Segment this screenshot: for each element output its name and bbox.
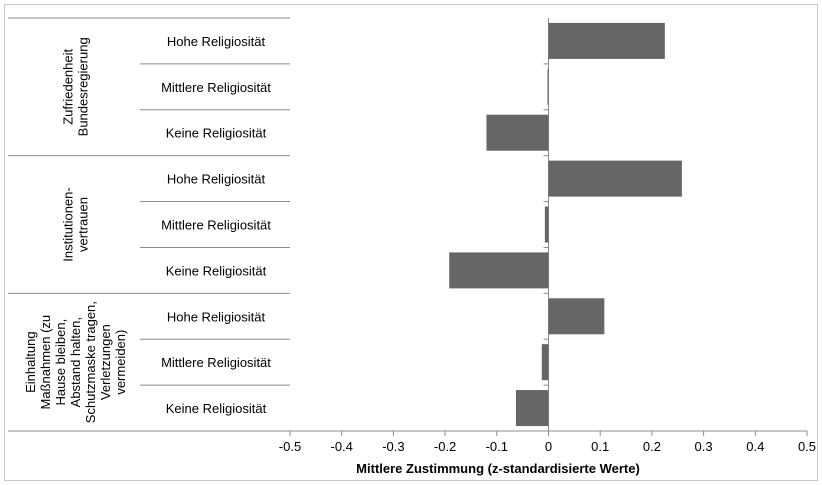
bar <box>544 206 549 243</box>
group-label: ZufriedenheitBundesregierung <box>61 37 91 136</box>
category-label: Hohe Religiosität <box>167 34 266 49</box>
bar <box>541 344 549 381</box>
category-label: Keine Religiosität <box>166 126 267 141</box>
group-label-line: vermeiden) <box>113 330 128 395</box>
bar <box>486 114 549 151</box>
x-tick-label: -0.3 <box>382 439 404 454</box>
group-label-line: Institutionen- <box>61 187 76 261</box>
x-tick-label: 0.1 <box>591 439 609 454</box>
category-label: Keine Religiosität <box>166 263 267 278</box>
group-label: EinhaltungMaßnahmen (zuHause bleiben,Abs… <box>23 301 128 423</box>
bar <box>548 22 665 59</box>
group-label-line: Abstand halten, <box>68 317 83 407</box>
x-axis-label: Mittlere Zustimmung (z-standardisierte W… <box>356 461 640 476</box>
category-label: Mittlere Religiosität <box>161 218 271 233</box>
group-label: Institutionen-vertrauen <box>61 187 91 261</box>
category-label: Keine Religiosität <box>166 401 267 416</box>
category-label: Mittlere Religiosität <box>161 80 271 95</box>
bar <box>515 390 549 427</box>
x-tick-label: 0.4 <box>746 439 764 454</box>
group-label-line: vertrauen <box>76 197 91 252</box>
group-label-line: Schutzmaske tragen, <box>83 301 98 423</box>
group-label-line: Bundesregierung <box>76 37 91 136</box>
bar <box>548 298 605 335</box>
group-label-line: Maßnahmen (zu <box>38 315 53 410</box>
x-tick-label: 0.5 <box>798 439 816 454</box>
group-label-line: Zufriedenheit <box>61 49 76 125</box>
x-tick-label: 0.2 <box>643 439 661 454</box>
category-label: Mittlere Religiosität <box>161 355 271 370</box>
group-label-line: Verletzungen <box>98 324 113 400</box>
x-tick-label: -0.4 <box>330 439 352 454</box>
x-tick-label: 0.3 <box>695 439 713 454</box>
x-tick-label: -0.5 <box>279 439 301 454</box>
bar <box>547 68 549 105</box>
plot-area: -0.5 -0.4 -0.3 -0.2 -0.1 0 0.1 0.2 0.3 0.4 0.5 Hohe… <box>8 17 816 454</box>
group-label-line: Einhaltung <box>23 331 38 392</box>
x-tick-label: 0 <box>545 439 552 454</box>
x-tick-label: -0.2 <box>434 439 456 454</box>
bar <box>449 252 549 289</box>
group-label-line: Hause bleiben, <box>53 319 68 406</box>
category-label: Hohe Religiosität <box>167 309 266 324</box>
chart-frame <box>4 4 818 481</box>
category-label: Hohe Religiosität <box>167 172 266 187</box>
bar <box>548 160 682 197</box>
x-tick-label: -0.1 <box>486 439 508 454</box>
